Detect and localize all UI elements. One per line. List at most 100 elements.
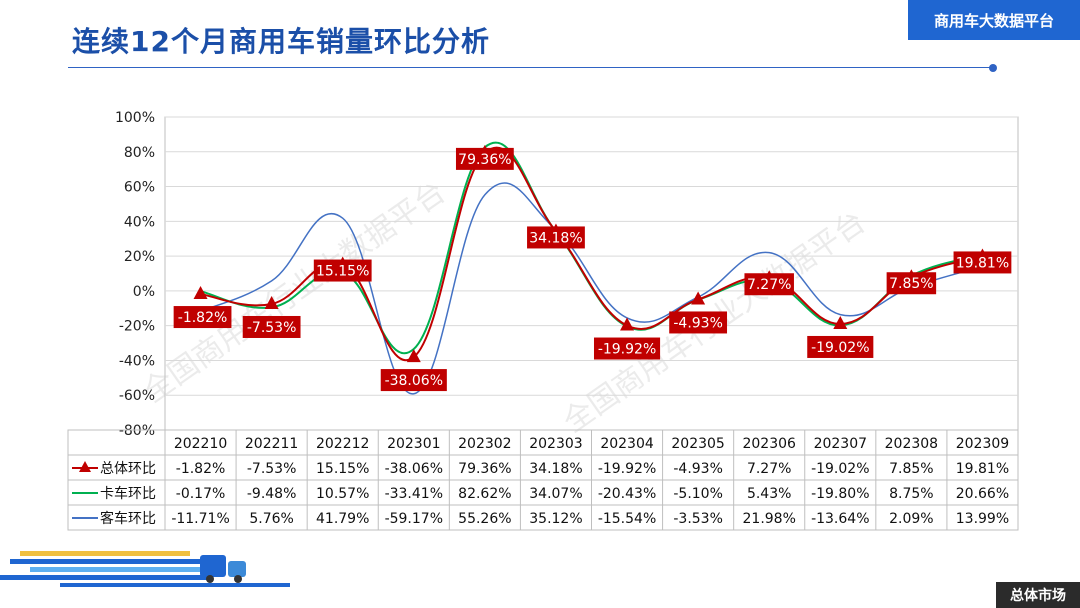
data-label-box — [953, 251, 1012, 274]
platform-badge: 商用车大数据平台 — [908, 0, 1080, 40]
data-label-box — [886, 272, 937, 295]
x-tick-label: 202301 — [387, 436, 440, 452]
data-label-box — [455, 147, 514, 170]
data-label-box — [744, 273, 794, 296]
data-label-box — [807, 335, 874, 358]
series-line-1 — [200, 141, 983, 354]
table-cell: -4.93% — [673, 461, 723, 477]
x-tick-label: 202304 — [600, 436, 654, 452]
x-tick-label: 202212 — [316, 436, 369, 452]
table-cell: -5.10% — [673, 486, 723, 502]
table-cell: -59.17% — [385, 511, 443, 527]
section-badge: 总体市场 — [996, 582, 1080, 608]
table-cell: 79.36% — [458, 461, 511, 477]
table-cell: -7.53% — [247, 461, 297, 477]
x-tick-label: 202307 — [814, 436, 867, 452]
table-cell: 19.81% — [956, 461, 1009, 477]
data-label: 7.27% — [747, 277, 791, 293]
data-label: -1.82% — [178, 310, 228, 326]
data-label-box — [669, 311, 728, 334]
table-cell: 10.57% — [316, 486, 369, 502]
data-label: -4.93% — [673, 315, 723, 331]
legend-label: 总体环比 — [100, 461, 156, 477]
table-cell: -15.54% — [598, 511, 656, 527]
y-tick-label: -20% — [119, 319, 155, 335]
table-cell: 20.66% — [956, 486, 1009, 502]
table-cell: 82.62% — [458, 486, 511, 502]
table-cell: 34.07% — [529, 486, 582, 502]
data-point-marker — [193, 286, 208, 300]
table-cell: -11.71% — [171, 511, 229, 527]
table-cell: -13.64% — [811, 511, 869, 527]
data-label: -7.53% — [247, 320, 297, 336]
x-tick-label: 202210 — [174, 436, 227, 452]
table-cell: -19.92% — [598, 461, 656, 477]
data-point-marker — [620, 317, 635, 331]
x-tick-label: 202309 — [956, 436, 1009, 452]
table-cell: 5.76% — [249, 511, 293, 527]
y-tick-label: 0% — [133, 284, 155, 300]
title-divider-dot — [989, 64, 997, 72]
data-label-box — [173, 306, 232, 329]
page-title: 连续12个月商用车销量环比分析 — [72, 25, 490, 58]
y-tick-label: 60% — [124, 180, 155, 196]
table-cell: 7.85% — [889, 461, 933, 477]
table-cell: 41.79% — [316, 511, 369, 527]
table-cell: -33.41% — [385, 486, 443, 502]
data-point-marker — [833, 315, 848, 329]
table-cell: 55.26% — [458, 511, 511, 527]
x-tick-label: 202303 — [529, 436, 582, 452]
x-tick-label: 202308 — [885, 436, 938, 452]
y-tick-label: -60% — [119, 388, 155, 404]
legend-marker — [79, 461, 91, 472]
table-cell: -1.82% — [176, 461, 226, 477]
legend-label: 客车环比 — [100, 510, 156, 527]
table-cell: 15.15% — [316, 461, 369, 477]
table-cell: -20.43% — [598, 486, 656, 502]
table-cell: -19.80% — [811, 486, 869, 502]
table-cell: 35.12% — [529, 511, 582, 527]
table-cell: 7.27% — [747, 461, 791, 477]
data-point-marker — [691, 291, 706, 305]
data-point-marker — [406, 349, 421, 363]
title-divider — [68, 67, 994, 68]
data-label: 34.18% — [529, 230, 582, 246]
table-cell: -9.48% — [247, 486, 297, 502]
data-label-box — [242, 315, 301, 338]
data-label-box — [527, 226, 585, 249]
y-tick-label: 80% — [124, 145, 155, 161]
data-label-box — [593, 337, 661, 360]
data-label: -38.06% — [385, 373, 443, 389]
x-tick-label: 202306 — [742, 436, 796, 452]
data-label-box — [313, 259, 372, 282]
table-cell: 21.98% — [743, 511, 796, 527]
table-cell: 5.43% — [747, 486, 791, 502]
table-cell: -3.53% — [673, 511, 723, 527]
data-label: 19.81% — [956, 255, 1009, 271]
table-cell: -38.06% — [385, 461, 443, 477]
x-tick-label: 202302 — [458, 436, 511, 452]
y-tick-label: 20% — [124, 249, 155, 265]
data-point-marker — [264, 295, 279, 309]
data-label: 15.15% — [316, 264, 369, 280]
legend-label: 卡车环比 — [100, 485, 156, 502]
data-label: 79.36% — [458, 152, 511, 168]
table-cell: -19.02% — [811, 461, 869, 477]
x-tick-label: 202305 — [671, 436, 724, 452]
data-label-box — [380, 369, 447, 392]
y-tick-label: 100% — [115, 110, 155, 126]
table-cell: 13.99% — [956, 511, 1009, 527]
table-cell: -0.17% — [176, 486, 226, 502]
y-tick-label: -80% — [119, 423, 155, 439]
table-cell: 2.09% — [889, 511, 933, 527]
table-cell: 34.18% — [529, 461, 582, 477]
table-cell: 8.75% — [889, 486, 933, 502]
x-tick-label: 202211 — [245, 436, 298, 452]
y-tick-label: -40% — [119, 353, 155, 369]
y-tick-label: 40% — [124, 214, 155, 230]
data-label: -19.02% — [811, 340, 869, 356]
truck-logo-icon — [0, 551, 290, 587]
data-label: -19.92% — [598, 342, 656, 358]
data-label: 7.85% — [889, 276, 933, 292]
